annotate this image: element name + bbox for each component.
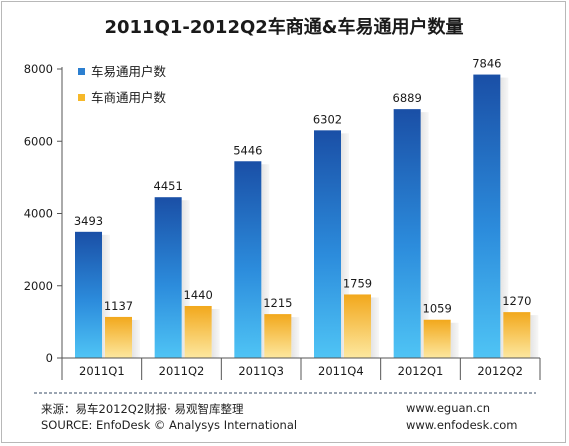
bar-cheshangtong: [184, 305, 212, 358]
bar-shadow: [450, 322, 459, 358]
bar-shadow: [500, 77, 509, 359]
bar-cheshangtong: [344, 294, 371, 358]
source-cn: 来源：易车2012Q2财报· 易观智库整理: [41, 402, 244, 416]
y-tick-label: 2000: [24, 279, 53, 293]
data-label: 6889: [393, 91, 422, 105]
y-tick-label: 4000: [24, 207, 53, 221]
legend-label: 车易通用户数: [91, 64, 167, 79]
x-axis: 2011Q1 2011Q2 2011Q3 2011Q4 2012Q1 2012Q2: [61, 357, 541, 380]
bar-shadow: [341, 133, 349, 358]
bar-cheyitong: [234, 161, 262, 358]
x-tick-label: 2012Q2: [477, 364, 523, 378]
bar-shadow: [530, 315, 539, 358]
y-tick-label: 6000: [24, 134, 53, 148]
bar-cheyitong: [75, 231, 102, 358]
data-label: 1759: [343, 276, 372, 290]
bar-cheyitong: [473, 74, 501, 359]
x-tick-label: 2011Q2: [159, 364, 205, 378]
bar-cheshangtong: [264, 314, 292, 358]
y-axis: 0 2000 4000 6000 8000: [24, 62, 63, 365]
footer-url-2[interactable]: www.enfodesk.com: [406, 418, 518, 432]
data-label: 6302: [313, 112, 342, 126]
data-label: 1270: [502, 294, 531, 308]
footer-url-1[interactable]: www.eguan.cn: [406, 401, 491, 415]
y-tick-label: 0: [46, 351, 53, 365]
data-label: 7846: [472, 57, 501, 71]
bar-shadow: [371, 297, 379, 358]
legend-swatch: [78, 94, 85, 101]
bar-shadow: [211, 308, 220, 358]
bar-shadow: [181, 200, 190, 358]
source-en: SOURCE: EnfoDesk © Analysys Internationa…: [41, 418, 298, 432]
x-tick-label: 2011Q3: [238, 364, 284, 378]
data-label: 1440: [184, 288, 213, 302]
bar-cheshangtong: [423, 319, 451, 358]
bar-cheshangtong: [503, 312, 531, 358]
data-label: 5446: [233, 143, 262, 157]
y-tick-label: 8000: [24, 62, 53, 76]
chart-title: 2011Q1-2012Q2车商通&车易通用户数量: [104, 16, 463, 38]
bar-shadow: [291, 317, 300, 358]
x-tick-label: 2012Q1: [398, 364, 444, 378]
bar-shadow: [102, 234, 110, 358]
bar-cheyitong: [154, 197, 182, 358]
bars: 3493 1137 4451 1440 5446 1215 6302 1759 6889 1059…: [74, 57, 539, 359]
legend-swatch: [78, 68, 85, 75]
data-label: 1137: [104, 299, 133, 313]
data-label: 3493: [74, 214, 103, 228]
data-label: 1059: [423, 302, 452, 316]
bar-shadow: [132, 319, 140, 358]
legend-label: 车商通用户数: [91, 90, 167, 105]
x-tick-label: 2011Q4: [318, 364, 364, 378]
x-tick-label: 2011Q1: [79, 364, 125, 378]
bar-cheshangtong: [105, 316, 132, 358]
bar-cheyitong: [393, 109, 421, 358]
data-label: 4451: [154, 179, 183, 193]
data-label: 1215: [263, 296, 292, 310]
bar-shadow: [261, 164, 270, 358]
bar-shadow: [420, 112, 429, 358]
bar-cheyitong: [314, 130, 341, 358]
